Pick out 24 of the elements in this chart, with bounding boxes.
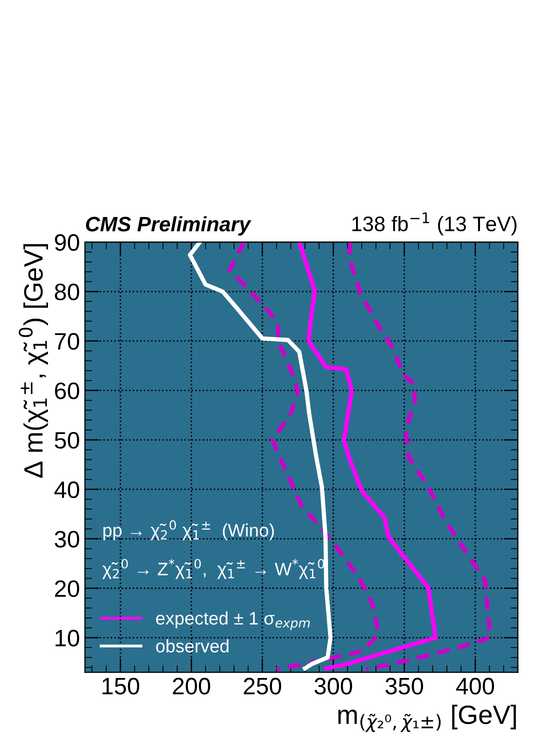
- y-tick-label: 30: [54, 530, 80, 548]
- y-tick-label: 60: [55, 382, 80, 400]
- line-series: [346, 242, 492, 672]
- x-tick-label: 250: [244, 678, 282, 695]
- chart-subtitle: 138 fb$^{−1}$ (13 TeV): [352, 212, 517, 236]
- chart-title: CMS Preliminary: [86, 216, 252, 236]
- y-tick-label: 20: [55, 580, 80, 598]
- x-tick-label: 400: [456, 678, 494, 695]
- y-tick-label: 40: [54, 481, 80, 498]
- y-tick-label: 90: [54, 234, 80, 251]
- legend-label: expected ± 1 σ$_{expm}$: [156, 611, 310, 630]
- y-axis-title: Δ m(χ̃$_{1}$$^{±}$, χ̃$_{1}$$^{0}$) [GeV]: [18, 244, 48, 478]
- x-tick-label: 350: [386, 678, 424, 695]
- x-tick-label: 200: [172, 678, 210, 695]
- annotation: pp → χ̃$_{2}$$^{0}$ χ̃$_{1}$$^{±}$ (Wino): [103, 520, 274, 540]
- x-tick-label: 150: [102, 678, 140, 695]
- y-tick-label: 50: [54, 432, 80, 449]
- y-tick-label: 10: [56, 630, 80, 646]
- legend-label: observed: [156, 639, 228, 652]
- y-tick-label: 80: [54, 284, 80, 300]
- x-axis-title: m$_{(χ̃₂⁰,χ̃₁±)}$ [GeV]: [338, 704, 516, 732]
- y-tick-label: 70: [55, 333, 80, 350]
- x-tick-label: 300: [314, 678, 352, 695]
- text: χ̃$_{2}$$^{0}$ → Z$^{*}$χ̃$_{1}$$^{0}$, χ̃$_{1}$$^{±}$ → W$^{*}$χ̃$_{1}$$^{0}$: [102, 558, 324, 579]
